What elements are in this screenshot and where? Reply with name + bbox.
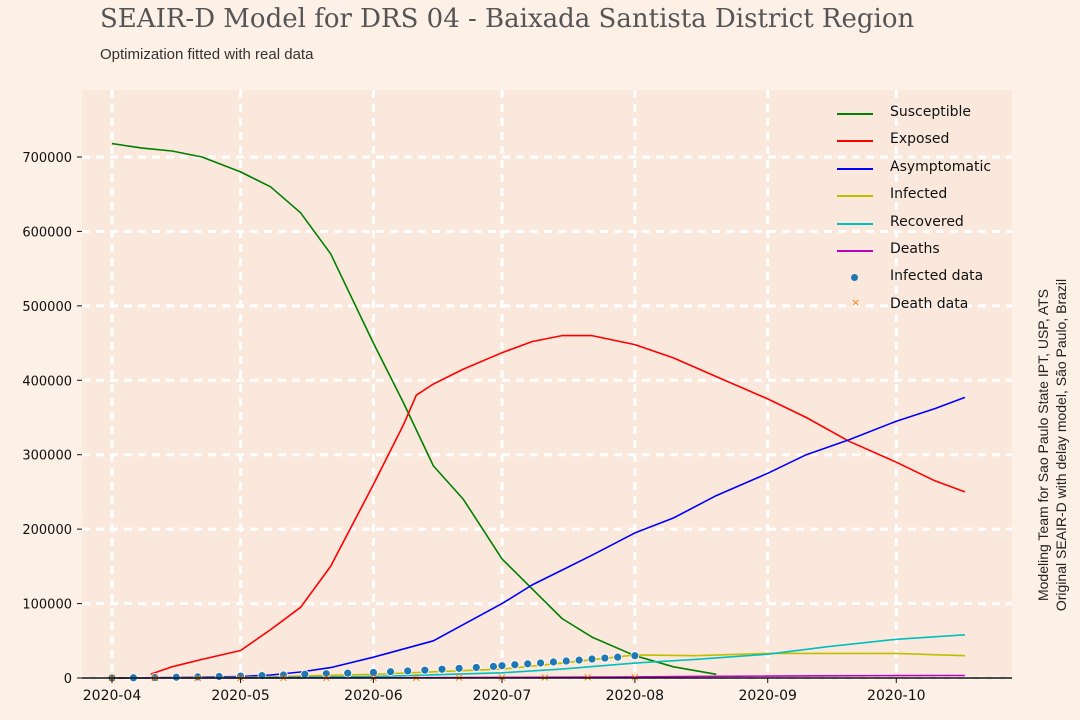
plot-area xyxy=(82,90,1012,678)
legend-item-susceptible: Susceptible xyxy=(835,100,1010,127)
point-infected-data-23 xyxy=(536,658,545,668)
legend-item-death-data: × Death data xyxy=(835,292,1010,319)
legend-item-infected: Infected xyxy=(835,182,1010,209)
legend-label-deaths: Deaths xyxy=(890,240,940,257)
x-tick-label-3: 2020-07 xyxy=(473,688,532,704)
point-infected-data-11 xyxy=(343,668,353,678)
x-tick-label-1: 2020-05 xyxy=(211,688,270,704)
y-tick-label-6: 600000 xyxy=(22,225,72,240)
legend-swatch-deaths xyxy=(837,249,873,252)
y-tick-label-5: 500000 xyxy=(22,300,72,315)
point-infected-data-12 xyxy=(369,668,378,677)
point-infected-data-28 xyxy=(600,653,610,663)
x-tick-label-5: 2020-09 xyxy=(738,688,797,704)
legend-swatch-infected xyxy=(837,195,873,198)
point-infected-data-20 xyxy=(497,661,507,671)
legend-label-exposed: Exposed xyxy=(890,131,950,148)
credits-note: Modeling Team for Sao Paulo State IPT, U… xyxy=(1034,279,1070,611)
legend-swatch-susceptible xyxy=(837,113,873,115)
y-tick-label-4: 400000 xyxy=(22,374,72,389)
point-infected-data-14 xyxy=(403,666,413,676)
y-tick-label-3: 300000 xyxy=(22,449,72,464)
legend: Susceptible Exposed Asymptomatic Infecte… xyxy=(835,100,1010,319)
y-tick-label-7: 700000 xyxy=(22,151,72,166)
credits-line-1: Modeling Team for Sao Paulo State IPT, U… xyxy=(1035,288,1051,602)
legend-label-asymptomatic: Asymptomatic xyxy=(890,158,992,175)
point-infected-data-4 xyxy=(193,672,203,682)
point-infected-data-27 xyxy=(587,654,597,664)
legend-item-infected-data: Infected data xyxy=(835,264,1010,291)
point-infected-data-25 xyxy=(561,656,571,666)
legend-swatch-asymptomatic xyxy=(837,167,873,170)
x-tick-label-4: 2020-08 xyxy=(606,688,665,704)
y-tick-label-1: 100000 xyxy=(22,598,72,613)
point-infected-data-16 xyxy=(437,664,447,674)
legend-swatch-death-data: × xyxy=(851,295,861,309)
legend-swatch-infected-data xyxy=(851,274,858,282)
series-line-susceptible xyxy=(111,142,717,676)
point-infected-data-19 xyxy=(489,662,498,671)
y-tick-label-0: 0 xyxy=(64,672,72,687)
series-line-exposed xyxy=(150,334,966,676)
point-infected-data-26 xyxy=(574,655,584,665)
legend-swatch-recovered xyxy=(837,222,873,225)
point-infected-data-24 xyxy=(549,657,558,667)
point-infected-data-21 xyxy=(510,660,520,670)
axis-ticks: 2020-04 2020-05 2020-06 2020-07 2020-08 2020-… xyxy=(22,151,925,704)
point-infected-data-29 xyxy=(613,652,623,662)
point-infected-data-10 xyxy=(321,669,331,679)
legend-label-recovered: Recovered xyxy=(890,213,964,230)
legend-item-asymptomatic: Asymptomatic xyxy=(835,155,1010,182)
x-tick-label-0: 2020-04 xyxy=(83,688,142,704)
point-infected-data-30 xyxy=(630,651,640,661)
legend-label-death-data: Death data xyxy=(890,295,969,312)
legend-item-exposed: Exposed xyxy=(835,127,1010,154)
y-tick-label-2: 200000 xyxy=(22,523,72,538)
chart-title: SEAIR-D Model for DRS 04 - Baixada Santi… xyxy=(100,4,915,34)
point-infected-data-15 xyxy=(420,665,430,675)
legend-swatch-exposed xyxy=(837,140,873,143)
x-tick-label-6: 2020-10 xyxy=(867,688,926,704)
point-infected-data-17 xyxy=(454,663,464,673)
point-infected-data-5 xyxy=(214,672,224,681)
legend-item-deaths: Deaths xyxy=(835,237,1010,264)
point-infected-data-8 xyxy=(279,670,288,680)
legend-label-susceptible: Susceptible xyxy=(890,104,972,120)
legend-label-infected-data: Infected data xyxy=(890,268,984,285)
credits-line-2: Original SEAIR-D with delay model, São P… xyxy=(1053,278,1069,612)
point-infected-data-9 xyxy=(300,669,310,679)
legend-item-recovered: Recovered xyxy=(835,210,1010,237)
point-infected-data-13 xyxy=(386,667,395,677)
chart-subtitle: Optimization fitted with real data xyxy=(100,46,314,63)
x-tick-label-2: 2020-06 xyxy=(344,688,403,704)
point-infected-data-18 xyxy=(471,663,481,672)
legend-label-infected: Infected xyxy=(890,186,948,203)
point-infected-data-22 xyxy=(523,659,533,669)
